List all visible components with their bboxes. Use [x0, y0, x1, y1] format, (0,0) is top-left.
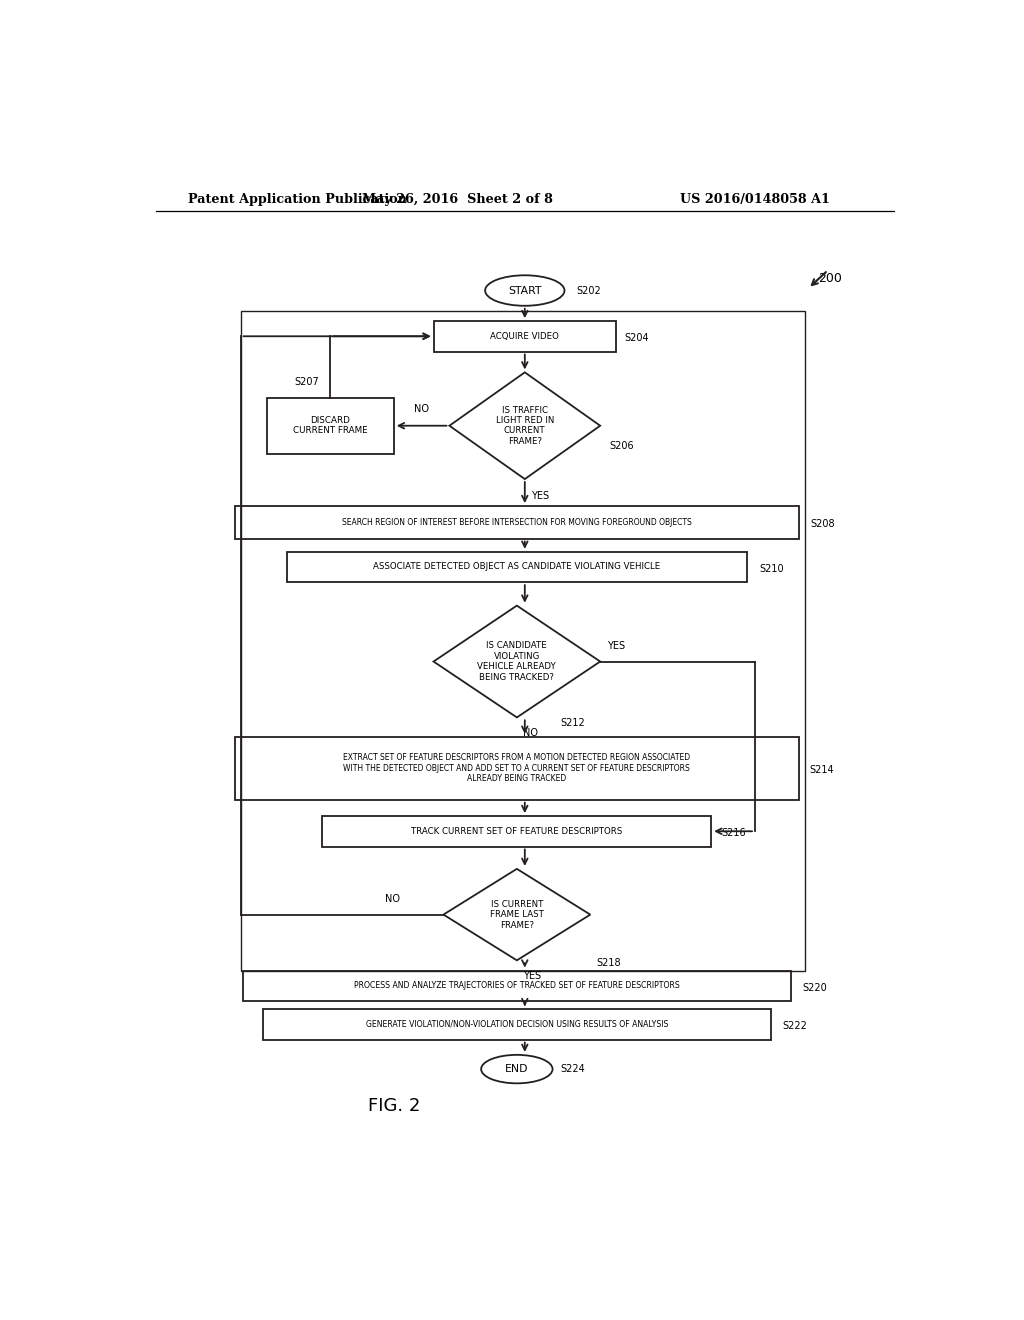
Text: S216: S216 [722, 828, 746, 838]
Text: ASSOCIATE DETECTED OBJECT AS CANDIDATE VIOLATING VEHICLE: ASSOCIATE DETECTED OBJECT AS CANDIDATE V… [373, 562, 660, 572]
Text: S206: S206 [609, 441, 634, 451]
Text: IS TRAFFIC
LIGHT RED IN
CURRENT
FRAME?: IS TRAFFIC LIGHT RED IN CURRENT FRAME? [496, 405, 554, 446]
Text: TRACK CURRENT SET OF FEATURE DESCRIPTORS: TRACK CURRENT SET OF FEATURE DESCRIPTORS [412, 826, 623, 836]
Bar [241, 312, 805, 970]
Text: FIG. 2: FIG. 2 [368, 1097, 420, 1114]
Text: IS CANDIDATE
VIOLATING
VEHICLE ALREADY
BEING TRACKED?: IS CANDIDATE VIOLATING VEHICLE ALREADY B… [477, 642, 556, 681]
Text: May 26, 2016  Sheet 2 of 8: May 26, 2016 Sheet 2 of 8 [361, 193, 553, 206]
Text: S210: S210 [759, 564, 783, 574]
Bar [287, 552, 748, 582]
Text: YES: YES [606, 642, 625, 651]
Text: GENERATE VIOLATION/NON-VIOLATION DECISION USING RESULTS OF ANALYSIS: GENERATE VIOLATION/NON-VIOLATION DECISIO… [366, 1020, 668, 1028]
Bar [263, 1008, 771, 1040]
Text: US 2016/0148058 A1: US 2016/0148058 A1 [680, 193, 829, 206]
Text: S208: S208 [811, 519, 836, 529]
Text: Patent Application Publication: Patent Application Publication [187, 193, 407, 206]
Bar [323, 816, 712, 846]
Text: S220: S220 [803, 983, 827, 993]
Text: YES: YES [531, 491, 549, 502]
Bar [243, 970, 791, 1001]
Text: ACQUIRE VIDEO: ACQUIRE VIDEO [490, 331, 559, 341]
Text: START: START [508, 285, 542, 296]
Text: END: END [505, 1064, 528, 1074]
Text: DISCARD
CURRENT FRAME: DISCARD CURRENT FRAME [293, 416, 368, 436]
Text: NO: NO [523, 727, 539, 738]
Text: S224: S224 [560, 1064, 586, 1074]
Text: 200: 200 [818, 272, 843, 285]
Bar [236, 737, 799, 800]
Text: EXTRACT SET OF FEATURE DESCRIPTORS FROM A MOTION DETECTED REGION ASSOCIATED
WITH: EXTRACT SET OF FEATURE DESCRIPTORS FROM … [343, 754, 690, 783]
Text: IS CURRENT
FRAME LAST
FRAME?: IS CURRENT FRAME LAST FRAME? [489, 900, 544, 929]
Text: NO: NO [385, 895, 399, 904]
Text: PROCESS AND ANALYZE TRAJECTORIES OF TRACKED SET OF FEATURE DESCRIPTORS: PROCESS AND ANALYZE TRAJECTORIES OF TRAC… [354, 981, 680, 990]
Text: S222: S222 [782, 1022, 808, 1031]
Text: S204: S204 [624, 334, 648, 343]
Bar [267, 397, 394, 454]
Text: SEARCH REGION OF INTEREST BEFORE INTERSECTION FOR MOVING FOREGROUND OBJECTS: SEARCH REGION OF INTEREST BEFORE INTERSE… [342, 517, 692, 527]
Text: YES: YES [523, 970, 542, 981]
Text: S214: S214 [809, 766, 834, 775]
Bar [236, 506, 799, 539]
Text: S207: S207 [295, 378, 319, 387]
Bar [433, 321, 616, 351]
Text: NO: NO [414, 404, 429, 413]
Text: S202: S202 [577, 285, 601, 296]
Text: S218: S218 [596, 958, 621, 969]
Text: S212: S212 [560, 718, 586, 727]
